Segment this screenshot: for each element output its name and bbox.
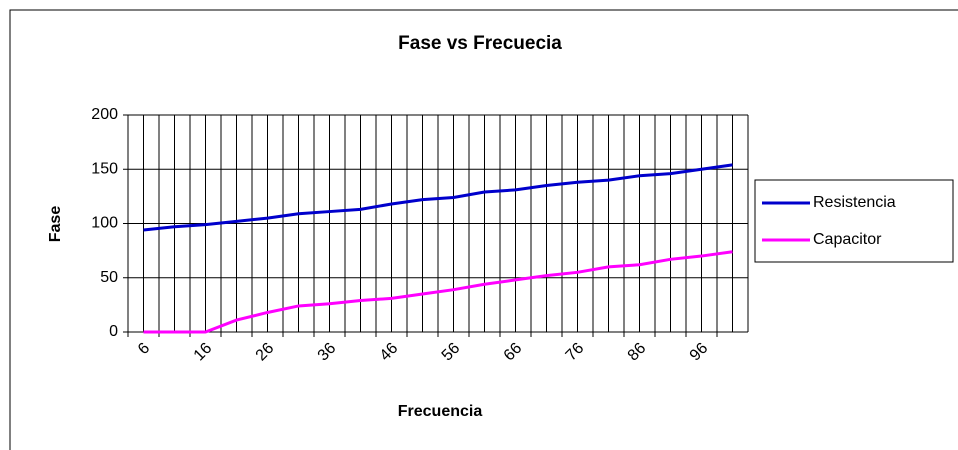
y-axis-title: Fase — [47, 206, 64, 243]
y-tick-label: 0 — [109, 323, 118, 340]
legend-box — [754, 179, 954, 263]
y-tick-label: 50 — [100, 269, 118, 286]
legend-label: Capacitor — [813, 231, 882, 248]
x-axis-title: Frecuencia — [398, 403, 483, 420]
chart-title: Fase vs Frecuecia — [398, 33, 562, 54]
legend-label: Resistencia — [813, 194, 896, 211]
series-line — [143, 250, 733, 334]
y-tick-label: 150 — [91, 160, 118, 177]
y-tick-label: 200 — [91, 106, 118, 123]
y-tick-label: 100 — [91, 215, 118, 232]
series-line — [143, 163, 733, 232]
